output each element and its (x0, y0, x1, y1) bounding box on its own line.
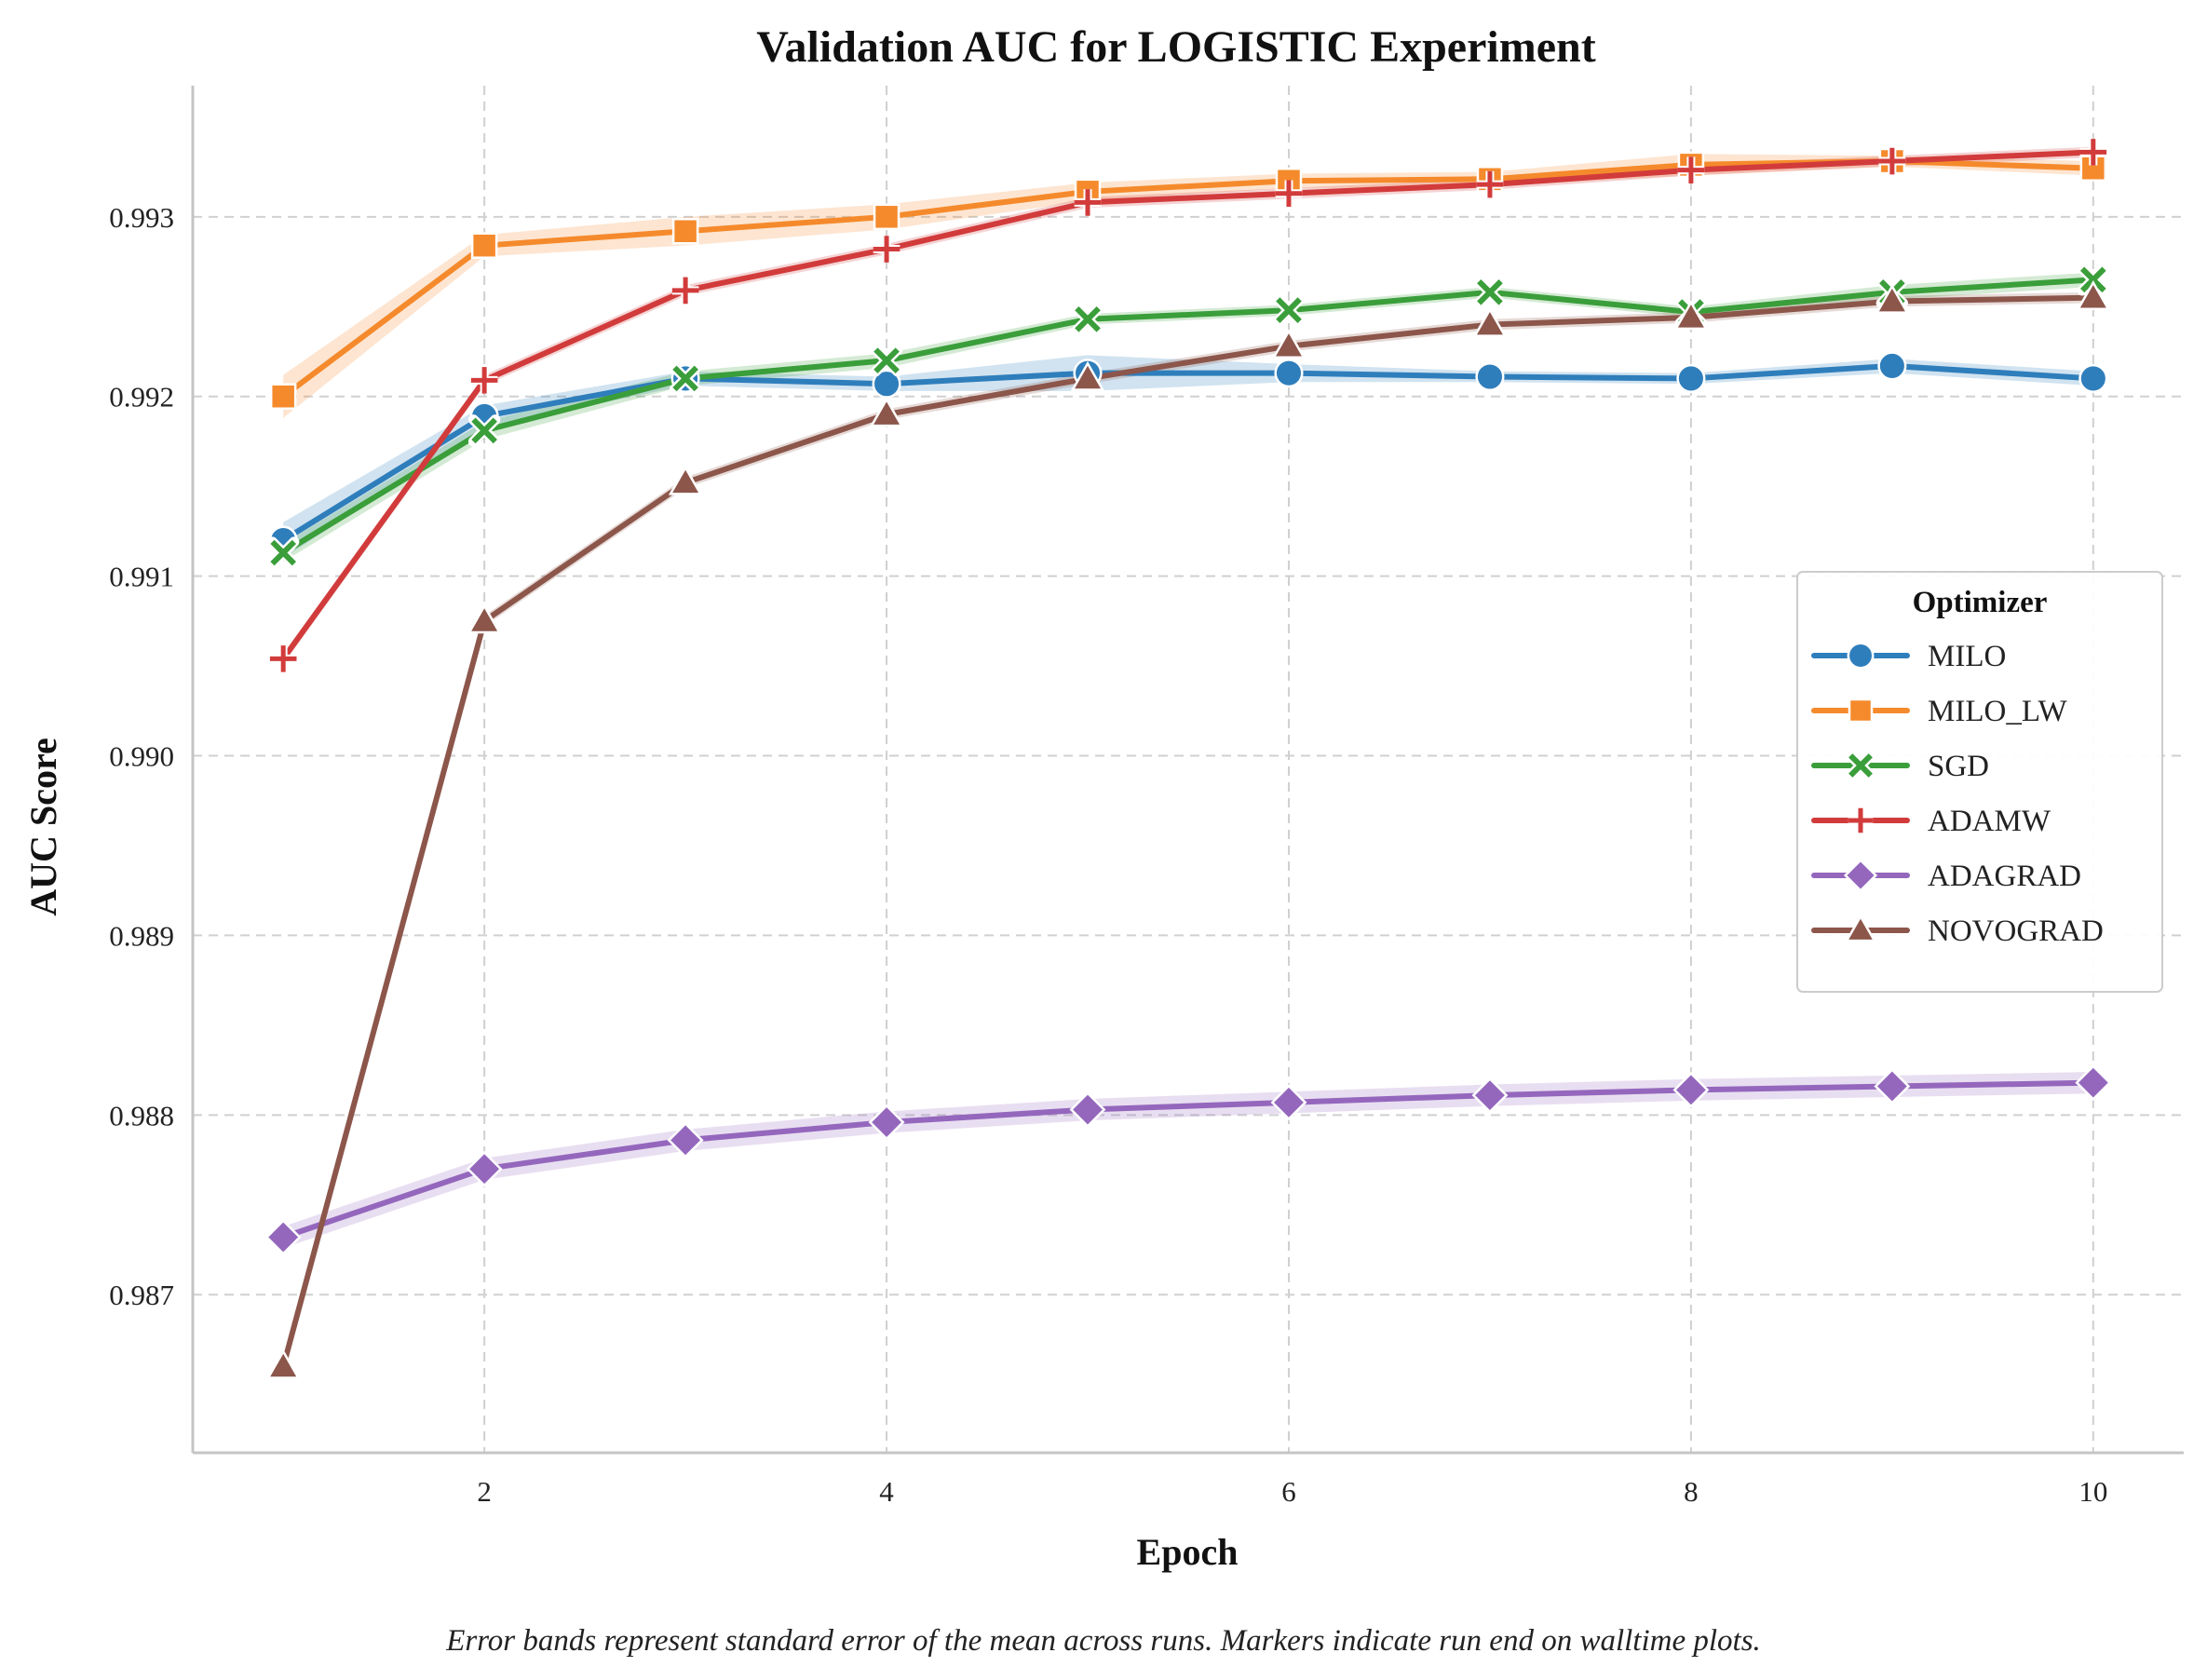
point-adagrad (667, 1121, 704, 1158)
point-adagrad (1270, 1084, 1307, 1121)
point-adagrad (2075, 1064, 2112, 1102)
legend-title: Optimizer (1913, 586, 2048, 619)
point-adagrad (466, 1150, 503, 1187)
point-sgd (467, 414, 501, 447)
point-adamw (1476, 170, 1504, 198)
point-adamw (873, 236, 900, 263)
x-tick-label: 6 (1281, 1475, 1296, 1508)
point-novograd (265, 1348, 301, 1379)
band-milo-lw (283, 154, 2093, 418)
point-milo (1475, 361, 1505, 392)
legend: Optimizer MILO MILO_LW SGD ADAMW ADAGRAD NOVOG… (1796, 571, 2163, 993)
point-sgd (669, 362, 702, 395)
line-adamw (280, 149, 2096, 662)
point-novograd (869, 397, 904, 427)
point-adamw (2079, 139, 2107, 166)
point-adamw (470, 367, 498, 394)
point-sgd (1473, 276, 1507, 309)
point-adamw (1074, 189, 1102, 216)
point-milo-lw (470, 232, 498, 259)
y-tick-label: 0.989 (109, 919, 174, 952)
legend-item-sgd: SGD (1811, 750, 1989, 783)
y-axis-title: AUC Score (22, 738, 64, 915)
y-tick-label: 0.987 (109, 1279, 174, 1311)
point-adamw (1677, 156, 1705, 183)
point-adamw (671, 277, 699, 305)
x-tick-label: 2 (477, 1475, 492, 1508)
series-markers (264, 139, 2112, 1379)
point-novograd (1472, 306, 1508, 337)
point-sgd (1071, 303, 1104, 335)
point-novograd (1070, 360, 1105, 391)
chart-title: Validation AUC for LOGISTIC Experiment (756, 22, 1595, 72)
point-milo-lw (873, 203, 900, 231)
point-sgd (266, 536, 300, 569)
x-tick-label: 4 (879, 1475, 894, 1508)
legend-item-milo: MILO (1811, 640, 2006, 673)
x-axis-title: Epoch (1137, 1531, 1239, 1573)
point-adamw (269, 645, 297, 672)
tick-labels: 2 4 6 8 10 0.987 0.988 0.989 0.990 0.991 0.992 0.99… (109, 201, 2107, 1508)
point-sgd (870, 344, 903, 377)
band-adamw (283, 146, 2093, 665)
point-adagrad (1471, 1077, 1509, 1114)
y-tick-label: 0.990 (109, 740, 174, 773)
y-tick-label: 0.993 (109, 201, 174, 234)
line-novograd (280, 294, 2096, 1370)
line-milo (280, 362, 2096, 544)
legend-label: ADAMW (1928, 805, 2051, 838)
y-tick-label: 0.992 (109, 381, 174, 413)
y-tick-label: 0.988 (109, 1099, 174, 1131)
point-milo (2078, 363, 2108, 393)
point-milo (1274, 359, 1304, 388)
point-novograd (2076, 279, 2111, 310)
legend-swatch-marker (1844, 914, 1877, 942)
point-milo-lw (269, 383, 297, 410)
point-adamw (1878, 147, 1906, 175)
point-milo-lw (671, 218, 699, 245)
point-novograd (1673, 300, 1709, 331)
x-tick-label: 8 (1684, 1475, 1699, 1508)
legend-item-adagrad: ADAGRAD (1811, 858, 2081, 893)
y-tick-label: 0.991 (109, 561, 174, 593)
point-adagrad (1874, 1068, 1911, 1104)
point-milo (1877, 351, 1907, 381)
point-novograd (1271, 329, 1307, 359)
point-sgd (1272, 293, 1306, 327)
caption: Error bands represent standard error of … (445, 1624, 1761, 1658)
legend-swatch-marker (1847, 642, 1875, 670)
legend-frame (1796, 571, 2163, 993)
point-sgd (2077, 264, 2110, 296)
axes (191, 86, 2184, 1455)
series-lines (280, 149, 2096, 1370)
legend-item-adamw: ADAMW (1811, 805, 2051, 838)
legend-swatch-marker (1845, 750, 1876, 781)
line-sgd (280, 277, 2096, 556)
legend-label: MILO_LW (1928, 695, 2068, 728)
point-milo (1676, 363, 1706, 393)
point-novograd (467, 603, 502, 634)
point-novograd (668, 465, 703, 495)
x-tick-label: 10 (2078, 1475, 2107, 1508)
legend-swatch-marker (1848, 698, 1874, 724)
point-adamw (1275, 180, 1303, 208)
point-novograd (1875, 283, 1910, 314)
legend-item-novograd: NOVOGRAD (1811, 914, 2104, 948)
legend-label: SGD (1928, 750, 1989, 783)
legend-label: ADAGRAD (1928, 860, 2081, 893)
point-adagrad (1672, 1071, 1710, 1108)
point-adagrad (1069, 1091, 1106, 1129)
line-adagrad (280, 1079, 2096, 1240)
legend-label: NOVOGRAD (1928, 915, 2104, 948)
point-adagrad (264, 1219, 302, 1255)
legend-item-milo-lw: MILO_LW (1811, 695, 2068, 728)
legend-swatch-marker (1848, 807, 1874, 833)
legend-swatch-marker (1843, 858, 1878, 893)
legend-label: MILO (1928, 640, 2006, 673)
point-adagrad (868, 1104, 905, 1141)
